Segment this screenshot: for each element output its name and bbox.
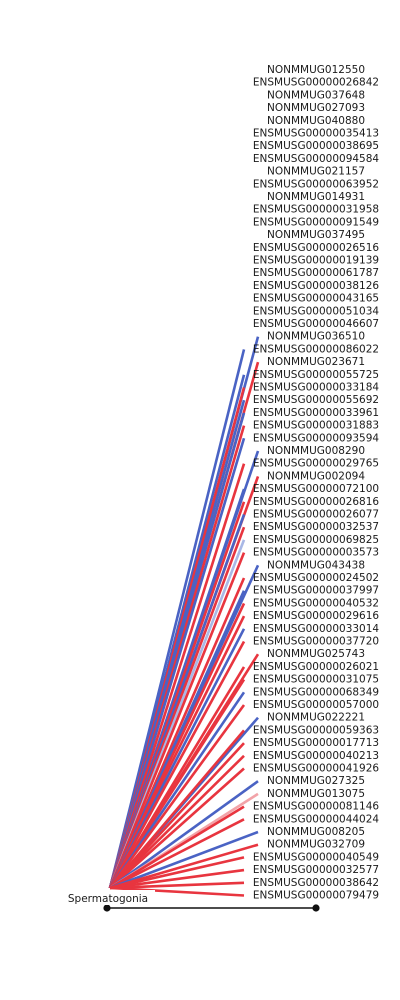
target-label: ENSMUSG00000068349 <box>253 686 379 698</box>
target-label: ENSMUSG00000055692 <box>253 394 379 406</box>
edge-line <box>108 704 246 889</box>
edge-line <box>109 767 245 889</box>
edge-line <box>108 640 246 889</box>
edge-group <box>108 336 260 897</box>
target-label: ENSMUSG00000055725 <box>253 369 379 381</box>
target-label: NONMMUG036510 <box>267 331 365 343</box>
target-label: ENSMUSG00000057000 <box>253 699 379 711</box>
target-label: ENSMUSG00000033014 <box>253 623 380 635</box>
target-label: ENSMUSG00000044024 <box>253 813 380 825</box>
target-label: ENSMUSG00000029765 <box>253 458 379 470</box>
target-label: NONMMUG021157 <box>267 166 365 178</box>
target-label: ENSMUSG00000040213 <box>253 750 379 762</box>
target-label: ENSMUSG00000032537 <box>253 521 379 533</box>
edge-line <box>109 830 259 890</box>
target-label: ENSMUSG00000026816 <box>253 496 380 508</box>
target-label: ENSMUSG00000038642 <box>253 877 379 889</box>
target-label: ENSMUSG00000094584 <box>253 153 380 165</box>
target-label: ENSMUSG00000019139 <box>253 255 379 267</box>
edge-line <box>109 868 245 890</box>
target-label: ENSMUSG00000040532 <box>253 597 379 609</box>
target-label: ENSMUSG00000031958 <box>253 204 379 216</box>
edge-line <box>108 463 246 889</box>
target-label: ENSMUSG00000031075 <box>253 674 379 686</box>
source-node-dot <box>103 904 111 912</box>
source-label-bg <box>61 890 155 905</box>
edge-line <box>109 742 245 889</box>
edge-line <box>109 886 245 897</box>
target-label: ENSMUSG00000091549 <box>253 216 379 228</box>
target-label: ENSMUSG00000061787 <box>253 267 379 279</box>
target-label: ENSMUSG00000051034 <box>253 305 380 317</box>
target-label: ENSMUSG00000040549 <box>253 851 379 863</box>
target-label: ENSMUSG00000043165 <box>253 293 379 305</box>
target-label: ENSMUSG00000037997 <box>253 585 379 597</box>
target-label: NONMMUG043438 <box>267 559 365 571</box>
target-label: NONMMUG013075 <box>267 788 365 800</box>
target-label: ENSMUSG00000038126 <box>253 280 380 292</box>
target-label: ENSMUSG00000033961 <box>253 407 379 419</box>
edge-line <box>109 780 259 890</box>
target-label: ENSMUSG00000033184 <box>253 382 380 394</box>
target-label: ENSMUSG00000029616 <box>253 610 380 622</box>
target-label: NONMMUG040880 <box>267 115 365 127</box>
edge-line <box>109 805 245 890</box>
target-label: NONMMUG008290 <box>267 445 365 457</box>
target-label: ENSMUSG00000026077 <box>253 509 379 521</box>
target-label: ENSMUSG00000003573 <box>253 547 379 559</box>
target-label: ENSMUSG00000063952 <box>253 178 379 190</box>
edge-line <box>109 754 245 889</box>
target-node-dot <box>312 904 320 912</box>
target-label: ENSMUSG00000024502 <box>253 572 379 584</box>
target-label: ENSMUSG00000035413 <box>253 128 379 140</box>
target-label: NONMMUG014931 <box>267 191 365 203</box>
target-label: NONMMUG012550 <box>267 64 365 76</box>
target-label: NONMMUG022221 <box>267 712 365 724</box>
target-label: ENSMUSG00000041926 <box>253 763 380 775</box>
target-label: ENSMUSG00000038695 <box>253 140 379 152</box>
target-label: ENSMUSG00000081146 <box>253 801 380 813</box>
target-label: ENSMUSG00000072100 <box>253 483 379 495</box>
target-label: NONMMUG025743 <box>267 648 365 660</box>
target-label: ENSMUSG00000046607 <box>253 318 379 330</box>
target-label: ENSMUSG00000069825 <box>253 534 379 546</box>
target-label: ENSMUSG00000017713 <box>253 737 379 749</box>
target-label: ENSMUSG00000086022 <box>253 343 379 355</box>
target-label: ENSMUSG00000031883 <box>253 420 379 432</box>
target-label: NONMMUG037495 <box>267 229 365 241</box>
target-label: NONMMUG027093 <box>267 102 365 114</box>
edge-line <box>109 856 245 890</box>
target-label: ENSMUSG00000032577 <box>253 864 379 876</box>
edge-line <box>109 881 245 890</box>
target-label: ENSMUSG00000026021 <box>253 661 379 673</box>
target-label: ENSMUSG00000079479 <box>253 890 379 902</box>
target-label: ENSMUSG00000037720 <box>253 636 379 648</box>
target-label: ENSMUSG00000026842 <box>253 77 379 89</box>
target-label: ENSMUSG00000026516 <box>253 242 380 254</box>
source-label: Spermatogonia <box>68 893 148 905</box>
target-label: NONMMUG002094 <box>267 470 365 482</box>
target-label: ENSMUSG00000093594 <box>253 432 380 444</box>
edge-line <box>109 843 259 890</box>
edge-line <box>108 552 246 889</box>
target-label: NONMMUG037648 <box>267 89 365 101</box>
edge-line <box>109 818 245 890</box>
target-label: ENSMUSG00000059363 <box>253 724 379 736</box>
target-label: NONMMUG027325 <box>267 775 365 787</box>
target-label: NONMMUG032709 <box>267 839 365 851</box>
target-label-group: NONMMUG012550ENSMUSG00000026842NONMMUG03… <box>253 64 380 902</box>
target-label: NONMMUG023671 <box>267 356 365 368</box>
edge-line <box>109 729 245 889</box>
target-label: NONMMUG008205 <box>267 826 365 838</box>
